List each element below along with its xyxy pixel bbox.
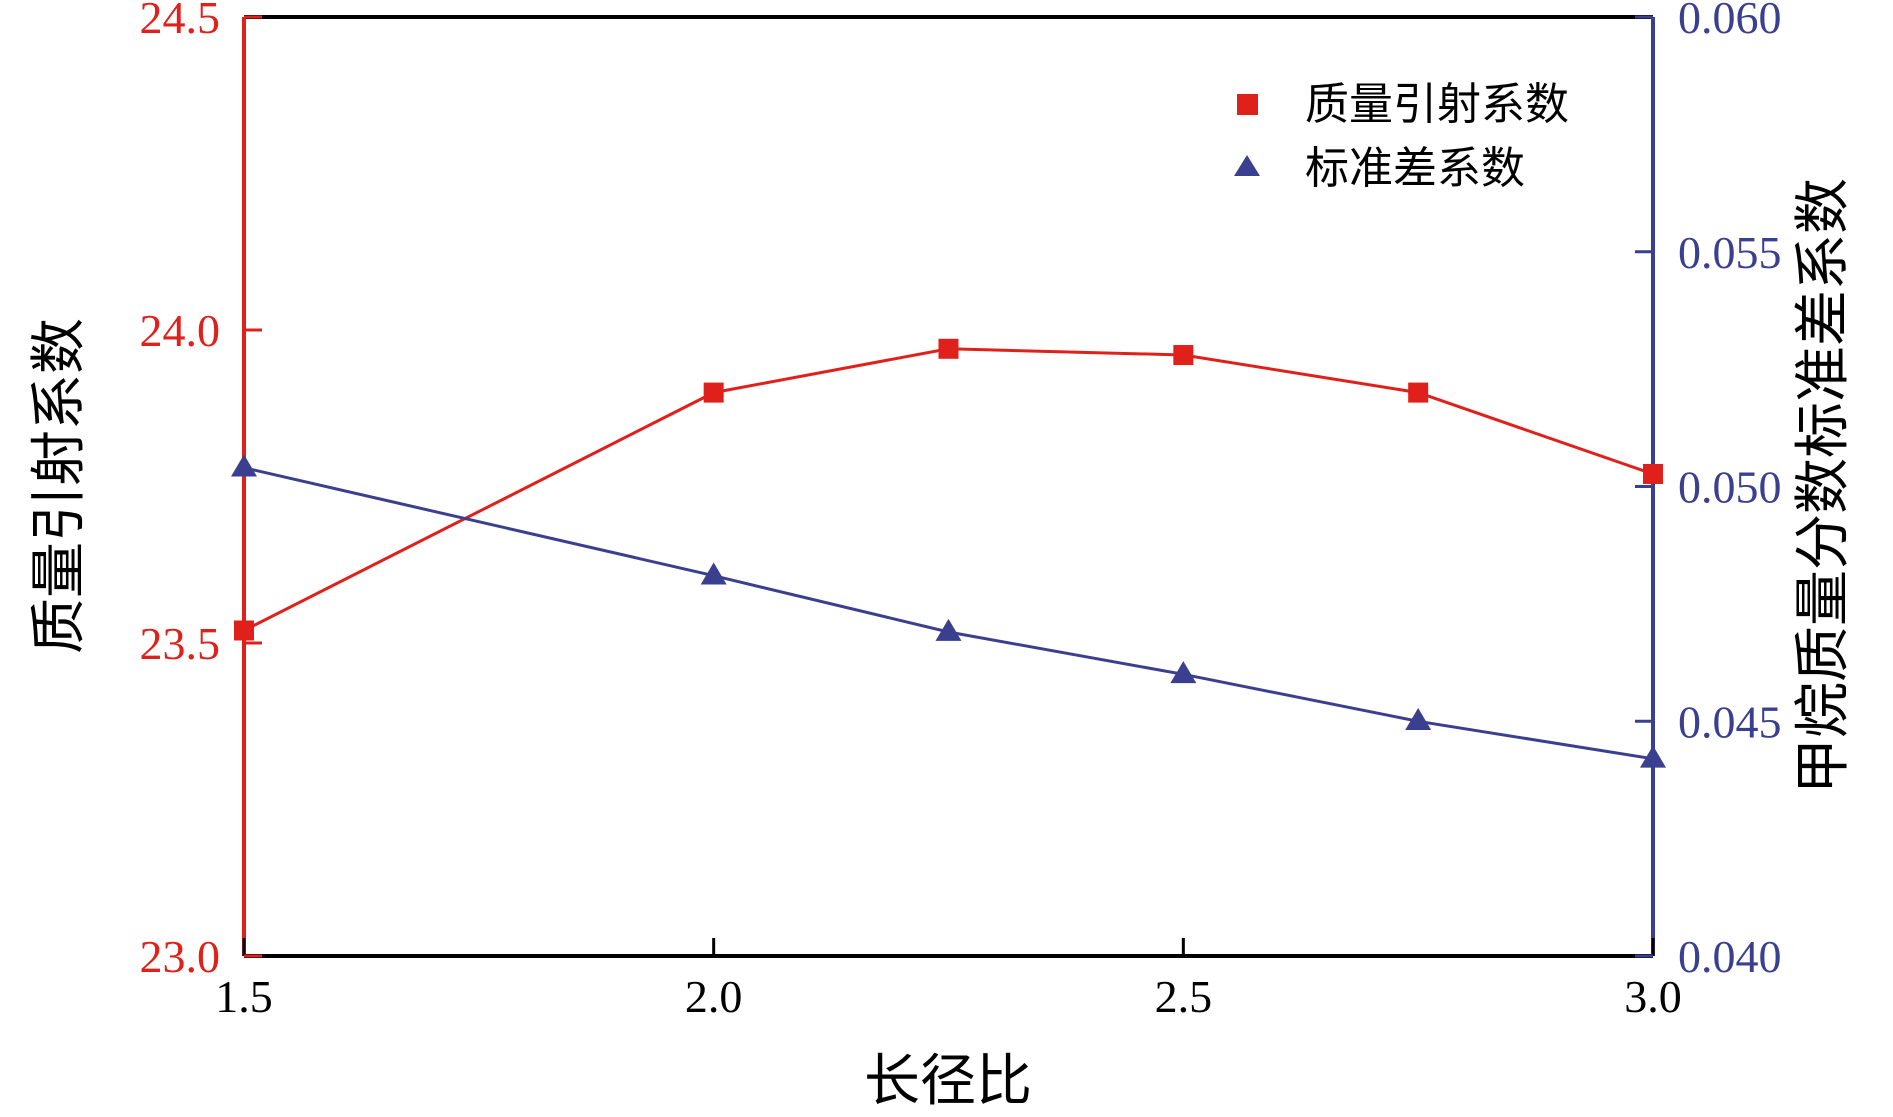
series-1-point bbox=[1643, 463, 1663, 484]
series-1-point bbox=[938, 338, 959, 359]
left-axis-ticks: 23.0 23.5 24.0 24.5 bbox=[140, 0, 262, 982]
x-tick-label: 3.0 bbox=[1624, 971, 1682, 1022]
series-1-point bbox=[234, 620, 254, 641]
x-tick-label: 2.0 bbox=[685, 971, 743, 1022]
right-y-tick-label: 0.050 bbox=[1678, 462, 1782, 513]
series-1-point bbox=[1173, 345, 1194, 366]
series-2-line bbox=[243, 466, 1654, 761]
right-y-tick-label: 0.040 bbox=[1678, 931, 1782, 982]
series-1-point bbox=[703, 382, 724, 403]
legend-marker-square bbox=[1237, 94, 1258, 115]
right-axis-title: 甲烷质量分数标准差系数 bbox=[1791, 178, 1856, 794]
right-y-tick-label: 0.060 bbox=[1678, 0, 1782, 43]
series-1-point bbox=[1408, 382, 1429, 403]
series-2-point bbox=[1405, 708, 1432, 731]
series-layer bbox=[231, 338, 1666, 768]
x-tick-label: 2.5 bbox=[1155, 971, 1213, 1022]
right-axis-ticks: 0.040 0.045 0.050 0.055 0.060 bbox=[1635, 0, 1782, 982]
legend-label-series-2: 标准差系数 bbox=[1305, 143, 1525, 194]
left-y-tick-label: 23.5 bbox=[140, 618, 221, 669]
left-y-tick-label: 24.0 bbox=[140, 305, 221, 356]
x-axis-ticks: 1.5 2.0 2.5 3.0 bbox=[215, 938, 1682, 1022]
left-axis-title: 质量引射系数 bbox=[27, 318, 92, 654]
x-axis-title: 长径比 bbox=[864, 1049, 1032, 1114]
series-2-point bbox=[1640, 745, 1666, 768]
legend: 质量引射系数 标准差系数 bbox=[1234, 79, 1569, 194]
series-2-point bbox=[700, 562, 727, 585]
left-y-tick-label: 23.0 bbox=[140, 931, 221, 982]
legend-marker-triangle bbox=[1234, 155, 1260, 176]
series-2-point bbox=[935, 618, 962, 641]
right-y-tick-label: 0.045 bbox=[1678, 696, 1782, 747]
legend-label-series-1: 质量引射系数 bbox=[1305, 79, 1569, 130]
series-1-line bbox=[243, 347, 1654, 632]
right-y-tick-label: 0.055 bbox=[1678, 227, 1782, 278]
x-tick-label: 1.5 bbox=[215, 971, 273, 1022]
series-2-point bbox=[231, 454, 257, 477]
left-y-tick-label: 24.5 bbox=[140, 0, 221, 43]
series-2-point bbox=[1170, 661, 1197, 684]
